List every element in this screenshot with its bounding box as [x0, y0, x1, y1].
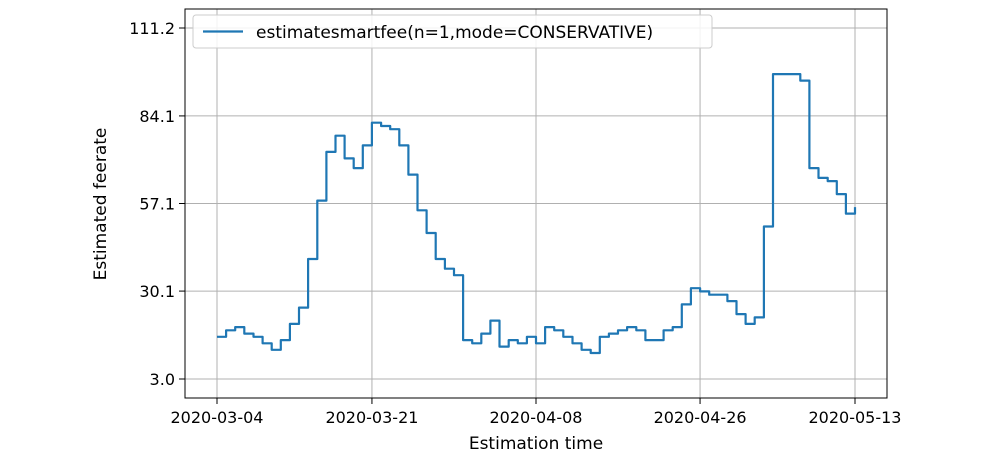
x-tick-label: 2020-03-04	[171, 408, 264, 427]
legend-box	[192, 14, 713, 49]
grid-lines	[185, 9, 887, 398]
y-tick-label: 3.0	[150, 370, 175, 389]
y-tick-label: 30.1	[139, 282, 175, 301]
x-tick-label: 2020-04-26	[654, 408, 747, 427]
y-tick-label: 111.2	[129, 19, 175, 38]
x-tick-label: 2020-04-08	[490, 408, 583, 427]
legend: estimatesmartfee(n=1,mode=CONSERVATIVE)	[192, 14, 713, 49]
series-line	[217, 73, 857, 355]
x-tick-label: 2020-05-13	[809, 408, 902, 427]
y-axis-ticks: 3.0 30.1 57.1 84.1 111.2	[129, 19, 185, 389]
series-layer	[217, 73, 857, 355]
legend-entry-label: estimatesmartfee(n=1,mode=CONSERVATIVE)	[256, 23, 653, 43]
y-tick-label: 84.1	[139, 107, 175, 126]
y-axis-label: Estimated feerate	[91, 128, 111, 281]
x-axis-ticks: 2020-03-04 2020-03-21 2020-04-08 2020-04-26…	[171, 398, 902, 427]
x-axis-label: Estimation time	[469, 434, 603, 454]
x-tick-label: 2020-03-21	[325, 408, 418, 427]
y-tick-label: 57.1	[139, 195, 175, 214]
